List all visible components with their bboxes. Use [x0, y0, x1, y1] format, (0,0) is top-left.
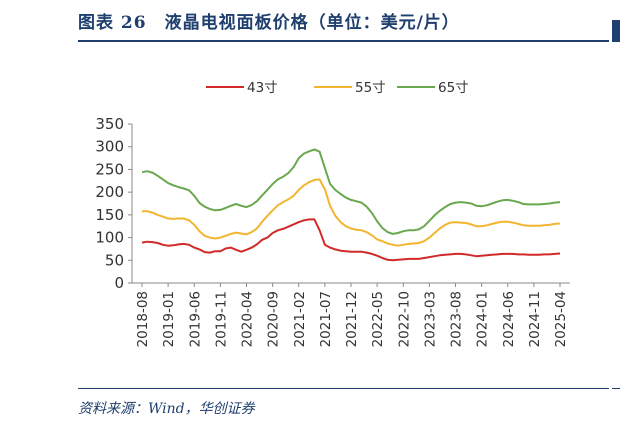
x-tick-label: 2020-09 [266, 291, 282, 347]
x-tick-label: 2024-06 [501, 291, 517, 347]
source-rule [78, 388, 609, 389]
series-line-2 [142, 178, 561, 247]
x-tick-label: 2021-12 [344, 291, 360, 347]
title-rule [78, 40, 609, 42]
x-tick-label: 2020-04 [240, 291, 256, 347]
edge-rule-bottom [612, 388, 620, 389]
legend-label-1: 43寸 [247, 80, 278, 96]
series-line-3 [141, 148, 561, 235]
y-tick-label: 250 [95, 160, 124, 178]
x-tick-label: 2018-08 [135, 291, 151, 347]
x-tick-label: 2019-11 [213, 291, 229, 347]
y-tick-label: 100 [95, 229, 124, 247]
edge-rule-top [612, 40, 620, 42]
y-tick-label: 350 [95, 115, 124, 133]
x-tick-label: 2022-10 [396, 291, 412, 347]
x-tick-label: 2021-02 [292, 291, 308, 347]
legend-label-3: 65寸 [438, 80, 469, 96]
source-note: 资料来源：Wind，华创证券 [78, 401, 255, 417]
x-tick-label: 2025-04 [553, 291, 569, 347]
x-tick-label: 2021-07 [318, 291, 334, 347]
y-tick-label: 300 [95, 138, 124, 156]
y-tick-label: 50 [105, 251, 124, 269]
x-tick-label: 2019-06 [187, 291, 203, 347]
x-tick-label: 2024-01 [475, 291, 491, 347]
edge-fragment [612, 20, 620, 40]
y-tick-label: 200 [95, 183, 124, 201]
x-tick-label: 2019-01 [161, 291, 177, 347]
y-tick-label: 150 [95, 206, 124, 224]
legend-label-2: 55寸 [355, 80, 386, 96]
x-tick-label: 2023-08 [449, 291, 465, 347]
x-tick-label: 2023-03 [422, 291, 438, 347]
x-tick-label: 2022-05 [370, 291, 386, 347]
chart-title: 图表 26 液晶电视面板价格（单位：美元/片） [78, 13, 460, 33]
x-tick-label: 2024-11 [527, 291, 543, 347]
series-line-1 [141, 218, 561, 262]
y-tick-label: 0 [114, 274, 124, 292]
